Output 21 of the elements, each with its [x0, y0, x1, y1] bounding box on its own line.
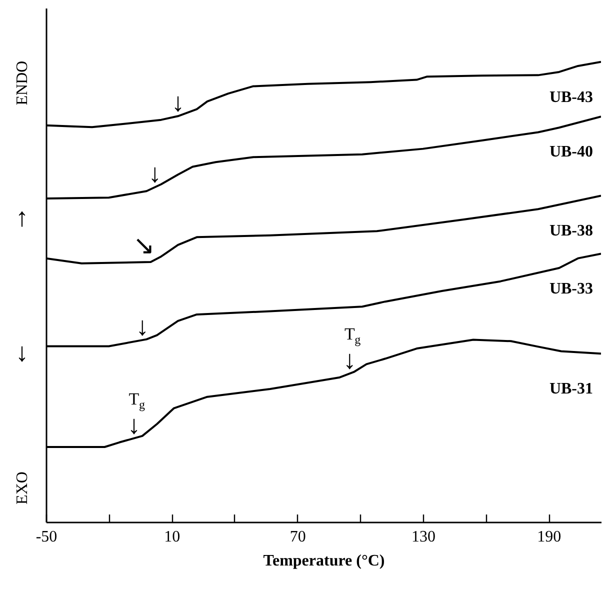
annotation: ↘: [132, 231, 155, 260]
x-tick-label: 190: [537, 528, 562, 546]
text: ENDO: [14, 60, 31, 106]
x-tick-label: 10: [164, 528, 180, 546]
annotation: ↓: [343, 345, 356, 374]
x-axis-title: Temperature (°C): [263, 552, 385, 570]
annotation: ↓: [148, 159, 162, 188]
series-label: UB-40: [549, 144, 593, 161]
x-tick-label: -50: [36, 528, 58, 546]
annotation: ↓: [171, 88, 184, 118]
series-label: UB-43: [549, 88, 593, 106]
text: ↓: [16, 338, 28, 367]
series-label: UB-31: [549, 380, 593, 398]
series-label: UB-38: [549, 222, 593, 240]
annotation: ↓: [127, 410, 140, 440]
text: ↑: [16, 203, 28, 232]
series-label: UB-33: [549, 280, 593, 298]
x-tick-label: 70: [290, 528, 306, 546]
x-tick-label: 130: [411, 528, 436, 546]
annotation: ↓: [136, 312, 149, 342]
text: EXO: [14, 472, 31, 504]
